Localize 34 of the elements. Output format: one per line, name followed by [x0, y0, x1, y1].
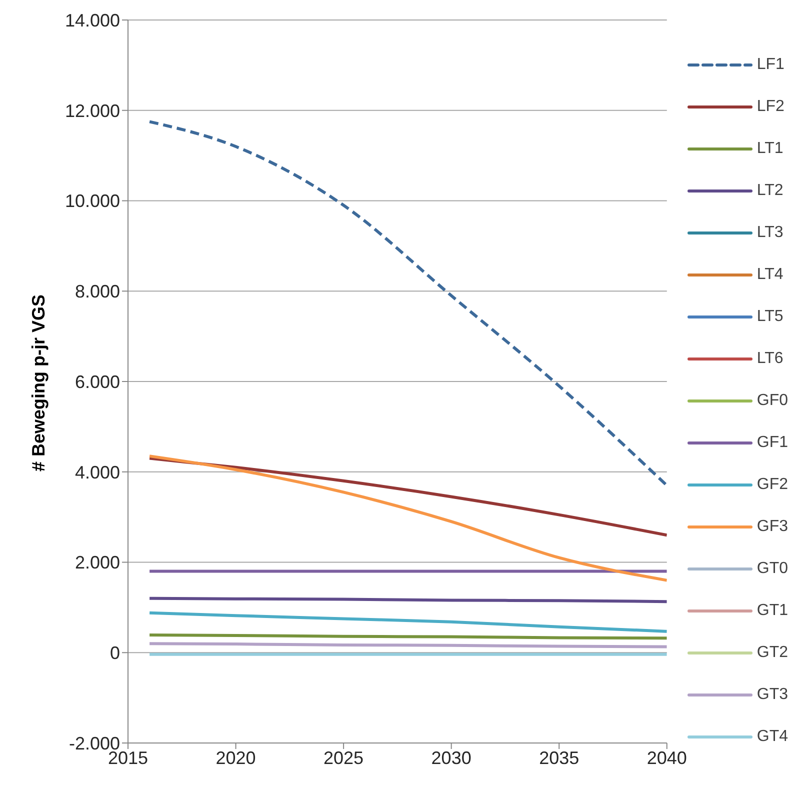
legend-label: GT4	[756, 728, 788, 746]
legend-label: GT2	[756, 644, 788, 662]
x-tick-label: 2030	[431, 748, 472, 768]
legend-label: GT1	[756, 602, 788, 620]
legend-label: LT4	[756, 266, 784, 284]
legend-label: GF0	[756, 392, 788, 410]
legend-label: LT3	[756, 224, 784, 242]
line-series	[148, 120, 667, 487]
x-tick-label: 2025	[324, 748, 364, 768]
y-tick-label: 0	[110, 643, 120, 664]
line-series	[148, 454, 667, 582]
y-tick-label: 14.000	[64, 10, 120, 30]
y-tick-label: 2.000	[74, 552, 120, 573]
legend-label: GT3	[756, 686, 788, 704]
legend-label: LT2	[756, 182, 784, 200]
legend-label: GF2	[756, 476, 788, 494]
legend-label: LT6	[756, 350, 784, 368]
x-tick-label: 2020	[216, 748, 256, 768]
y-tick-label: 12.000	[64, 100, 120, 121]
legend-label: LT5	[756, 308, 784, 326]
y-axis-title: # Beweging p-jr VGS	[28, 294, 48, 472]
legend-label: GF3	[756, 518, 788, 536]
legend-label: LT1	[756, 140, 784, 158]
line-series	[148, 611, 667, 633]
legend-label: GT0	[756, 560, 788, 578]
legend-label: GF1	[756, 434, 788, 452]
y-tick-label: 4.000	[74, 462, 120, 482]
legend-label: LF1	[756, 56, 784, 74]
y-tick-label: 8.000	[74, 282, 120, 302]
y-tick-label: 10.000	[64, 191, 120, 212]
x-tick-label: 2035	[539, 748, 580, 768]
x-tick-label: 2040	[646, 748, 687, 768]
legend-label: LF2	[756, 98, 784, 116]
y-tick-label: 6.000	[74, 372, 120, 392]
